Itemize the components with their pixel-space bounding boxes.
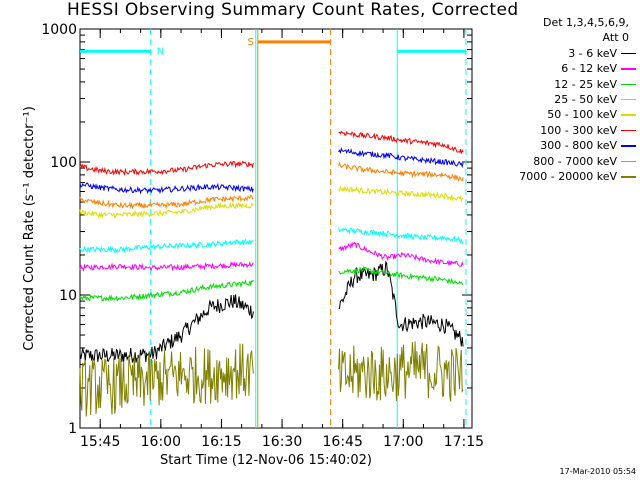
legend-item: 12 - 25 keV <box>476 77 636 92</box>
series-line <box>338 241 464 267</box>
legend-item: 7000 - 20000 keV <box>476 169 636 184</box>
x-tick-label: 16:00 <box>141 434 181 450</box>
series-line <box>338 341 464 402</box>
series-line <box>338 260 464 347</box>
series-line <box>79 194 254 210</box>
legend-item: 3 - 6 keV <box>476 46 636 61</box>
x-axis-label: Start Time (12-Nov-06 15:40:02) <box>160 453 372 468</box>
legend-item: 50 - 100 keV <box>476 107 636 122</box>
legend-item: 6 - 12 keV <box>476 61 636 76</box>
annotation-label: S <box>247 37 253 48</box>
x-tick-label: 16:15 <box>201 434 241 450</box>
plot-frame <box>79 28 473 429</box>
legend-swatch <box>621 52 636 55</box>
series-line <box>338 184 464 203</box>
series-line <box>79 238 254 254</box>
series-line <box>79 201 254 220</box>
legend-swatch <box>621 68 636 70</box>
legend-item-label: 300 - 800 keV <box>540 139 617 153</box>
x-tick-label: 17:00 <box>383 434 423 450</box>
legend-item-label: 800 - 7000 keV <box>533 154 617 168</box>
series-line <box>338 130 464 154</box>
series-line <box>79 279 254 302</box>
x-tick-label: 16:30 <box>262 434 302 450</box>
legend-item: 300 - 800 keV <box>476 138 636 153</box>
series-line <box>338 227 464 244</box>
legend-item-label: 3 - 6 keV <box>568 46 617 60</box>
x-tick-label: 17:15 <box>444 434 484 450</box>
legend-item: 25 - 50 keV <box>476 92 636 107</box>
series-line <box>79 160 254 176</box>
series-line <box>79 343 254 417</box>
x-tick-label: 15:45 <box>80 434 120 450</box>
legend-item-label: 7000 - 20000 keV <box>519 170 617 184</box>
legend-swatch <box>621 129 636 132</box>
y-tick-label: 1000 <box>41 22 77 38</box>
y-axis-label: Corrected Count Rate (s⁻¹ detector⁻¹) <box>22 106 37 351</box>
annotation-label: N <box>157 46 164 57</box>
legend-item-label: 12 - 25 keV <box>554 77 617 91</box>
y-tick-label: 10 <box>59 288 77 304</box>
legend-swatch <box>621 83 636 86</box>
legend-swatch <box>621 145 636 147</box>
series-line <box>79 260 254 272</box>
x-tick-label: 16:45 <box>323 434 363 450</box>
legend-swatch <box>621 114 636 116</box>
series-line <box>338 161 464 183</box>
legend-items: 3 - 6 keV 6 - 12 keV 12 - 25 keV 25 - 50 ke… <box>476 46 636 185</box>
y-tick-label: 1 <box>68 421 77 437</box>
legend-header: Det 1,3,4,5,6,9, Att 0 <box>542 16 629 45</box>
legend-item: 800 - 7000 keV <box>476 154 636 169</box>
legend-item: 100 - 300 keV <box>476 123 636 138</box>
legend-swatch <box>621 160 636 163</box>
legend-item-label: 50 - 100 keV <box>547 108 617 122</box>
legend-item-label: 6 - 12 keV <box>561 62 617 76</box>
series-line <box>79 294 254 363</box>
y-tick-label: 100 <box>50 155 77 171</box>
series-line <box>338 266 464 286</box>
legend-item-label: 100 - 300 keV <box>540 123 617 137</box>
chart-title: HESSI Observing Summary Count Rates, Cor… <box>67 0 519 20</box>
series-line <box>338 146 464 169</box>
legend-swatch <box>621 98 636 101</box>
footer-timestamp: 17-Mar-2010 05:54 <box>559 467 637 476</box>
legend: Det 1,3,4,5,6,9, Att 0 3 - 6 keV 6 - 12 k… <box>476 15 636 184</box>
series-line <box>79 182 254 195</box>
legend-item-label: 25 - 50 keV <box>554 93 617 107</box>
legend-swatch <box>621 176 636 178</box>
